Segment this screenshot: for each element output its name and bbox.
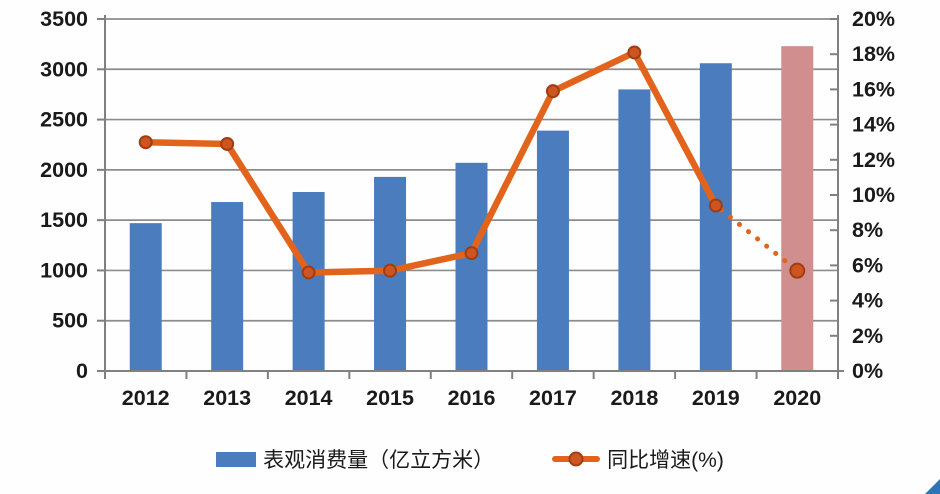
y-axis-right-label: 0% [852, 359, 883, 383]
x-axis-label-2016: 2016 [448, 386, 496, 410]
growth-marker-2019 [708, 198, 723, 213]
bar-2013 [211, 202, 244, 371]
y-axis-right-label: 8% [852, 218, 883, 242]
growth-marker-2016 [464, 246, 479, 261]
legend-bar-swatch-icon [216, 451, 257, 467]
growth-marker-2015 [383, 263, 398, 278]
growth-marker-2012 [138, 135, 153, 150]
x-axis-label-2020: 2020 [773, 386, 821, 410]
legend-line-label: 同比增速(%) [607, 449, 724, 472]
y-axis-left-label: 3500 [40, 7, 88, 31]
growth-marker-2017 [545, 84, 560, 99]
y-axis-right-label: 10% [852, 183, 895, 207]
y-axis-left-label: 0 [76, 359, 88, 383]
bar-2014 [292, 191, 325, 371]
y-axis-right-label: 4% [852, 289, 883, 313]
x-axis-label-2019: 2019 [692, 386, 740, 410]
x-axis-label-2015: 2015 [366, 386, 414, 410]
y-axis-right-label: 2% [852, 324, 883, 348]
y-axis-left-label: 2000 [40, 158, 88, 182]
legend-bar-label: 表观消费量（亿立方米） [263, 449, 495, 472]
y-axis-right-label: 18% [852, 42, 895, 66]
y-axis-left-label: 500 [52, 309, 88, 333]
legend-item-growth: 同比增速(%) [552, 444, 724, 474]
x-axis-label-2012: 2012 [122, 386, 170, 410]
y-axis-right-label: 20% [852, 7, 895, 31]
y-axis-left-label: 1000 [40, 258, 88, 282]
y-axis-right-label: 14% [852, 113, 895, 137]
x-axis-label-2017: 2017 [529, 386, 577, 410]
growth-marker-2013 [220, 136, 235, 151]
y-axis-left-label: 2500 [40, 108, 88, 132]
bar-2019 [699, 63, 732, 371]
legend-line-swatch-icon [552, 451, 601, 467]
growth-marker-2020 [789, 262, 806, 279]
bar-2020 [781, 46, 814, 371]
x-axis-label-2014: 2014 [285, 386, 333, 410]
growth-marker-2018 [627, 45, 642, 60]
y-axis-right-label: 6% [852, 253, 883, 277]
chart-legend: 表观消费量（亿立方米） 同比增速(%) [0, 444, 940, 474]
bar-2016 [455, 162, 488, 371]
y-axis-right-label: 12% [852, 148, 895, 172]
growth-line-solid [142, 49, 720, 276]
growth-marker-2014 [301, 265, 316, 280]
x-axis-label-2018: 2018 [610, 386, 658, 410]
bar-2017 [536, 130, 569, 371]
bar-2018 [618, 89, 651, 372]
legend-item-consumption: 表观消费量（亿立方米） [216, 444, 494, 474]
y-axis-left-label: 3000 [40, 57, 88, 81]
bar-2012 [129, 223, 162, 371]
growth-line-forecast-dotted [713, 203, 800, 274]
x-axis-label-2013: 2013 [203, 386, 251, 410]
y-axis-left-label: 1500 [40, 208, 88, 232]
y-axis-right-label: 16% [852, 77, 895, 101]
corner-triangle-decoration-icon [925, 479, 940, 494]
legend-line-marker-icon [568, 451, 584, 467]
